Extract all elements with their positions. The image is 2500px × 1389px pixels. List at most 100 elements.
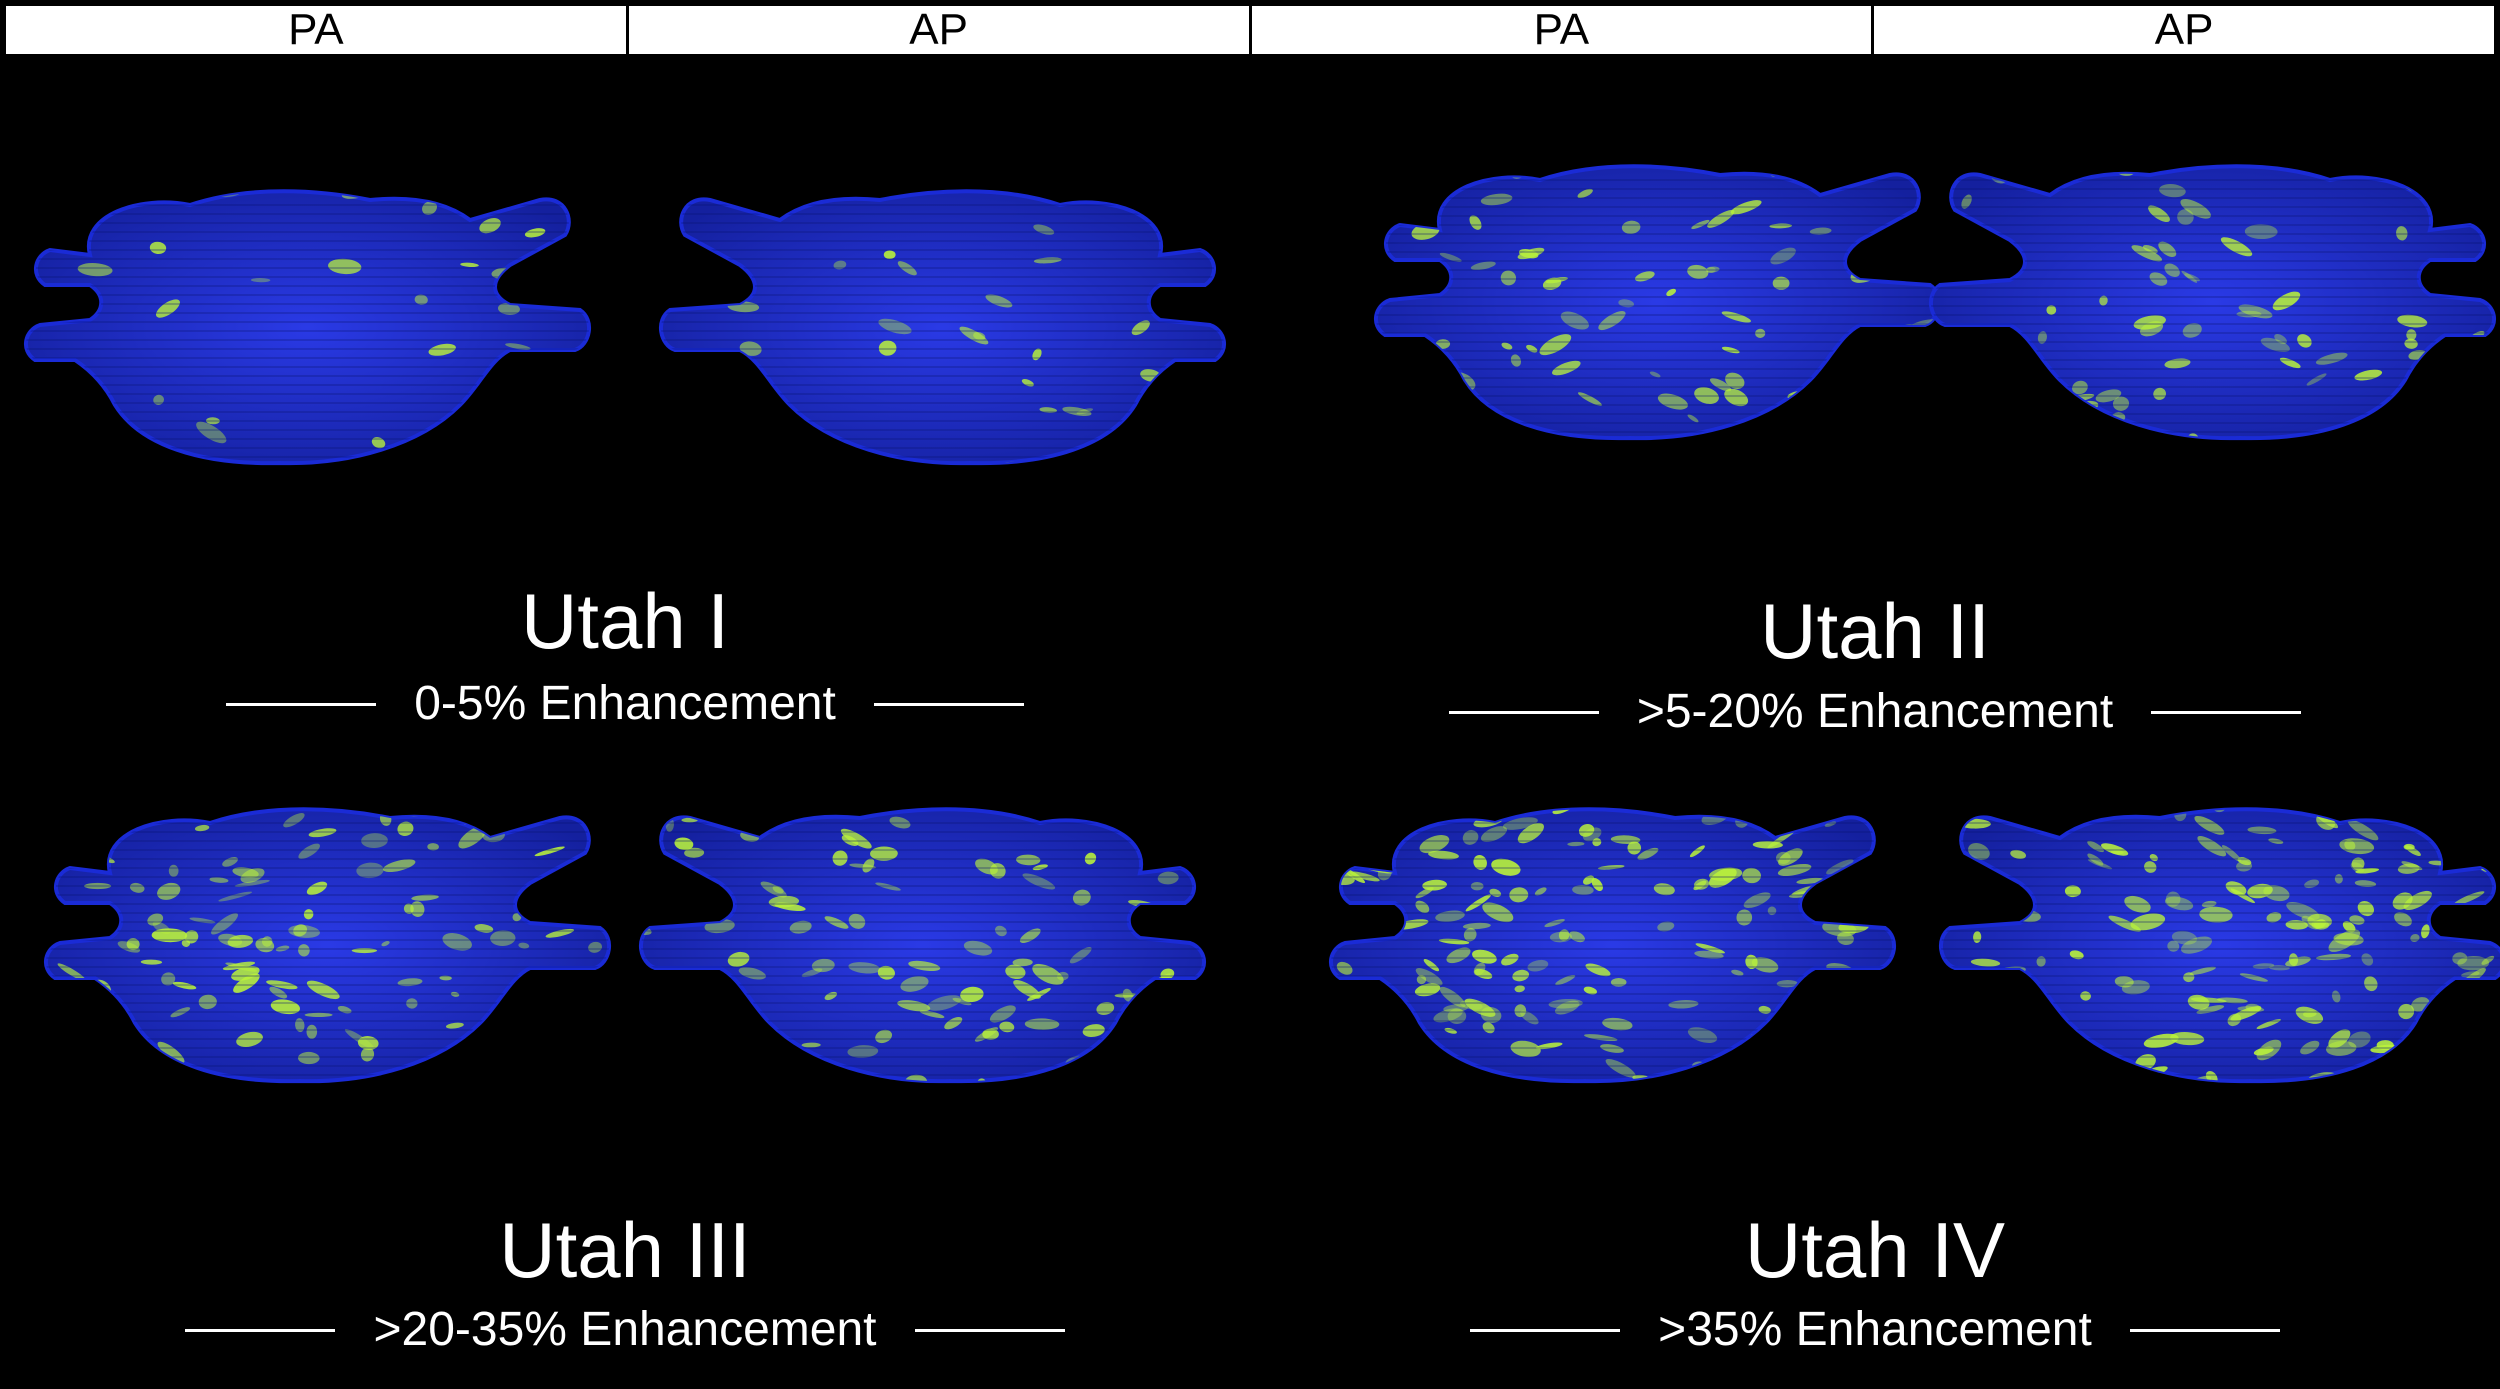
enhancement-spot [427, 843, 439, 851]
enhancement-spot [397, 821, 414, 837]
enhancement-spot [1689, 115, 1710, 135]
atrium-ap-view [639, 755, 1206, 1131]
enhancement-spot [1862, 731, 1894, 748]
enhancement-spot [2082, 723, 2108, 743]
enhancement-spot [1403, 187, 1430, 203]
enhancement-spot [2091, 547, 2129, 572]
enhancement-spot [2269, 965, 2290, 971]
enhancement-spot [1657, 921, 1675, 932]
enhancement-spot [2333, 809, 2361, 815]
enhancement-spot [2187, 994, 2210, 1010]
enhancement-spot [2114, 1101, 2132, 1118]
enhancement-spot [232, 867, 259, 878]
enhancement-spot [152, 921, 171, 934]
panel-utah-1: Utah I 0-5% Enhancement [0, 60, 1250, 728]
enhancement-spot [1721, 1171, 1754, 1194]
enhancement-spot [1578, 824, 1595, 837]
enhancement-spot [2073, 1146, 2110, 1169]
enhancement-spot [791, 1120, 809, 1131]
enhancement-spot [153, 394, 165, 405]
enhancement-spot [1751, 957, 1779, 973]
right-rule [2151, 710, 2302, 714]
enhancement-spot [1577, 188, 1593, 199]
grade-title: Utah II [1760, 587, 1990, 675]
enhancement-spot [172, 981, 197, 990]
enhancement-spot [1039, 407, 1057, 413]
enhancement-spot [518, 789, 532, 800]
enhancement-spot [1461, 494, 1489, 518]
enhancement-spot [1298, 420, 1322, 439]
enhancement-spot [1736, 909, 1753, 926]
atrium-body [659, 189, 1226, 466]
enhancement-spot [1689, 845, 1705, 858]
enhancement-spot [2213, 766, 2230, 782]
enhancement-spot [2482, 1033, 2500, 1048]
enhancement-spot [2149, 272, 2168, 286]
enhancement-spot [2279, 357, 2301, 369]
enhancement-spot [2181, 270, 2198, 283]
enhancement-spot [2041, 388, 2054, 398]
enhancement-spot [406, 998, 418, 1009]
enhancement-spot [293, 924, 308, 937]
enhancement-spot [2412, 1038, 2434, 1047]
enhancement-spot [1081, 755, 1094, 766]
enhancement-spot [1465, 894, 1491, 912]
enhancement-spot [157, 1041, 185, 1064]
enhancement-spot [1501, 342, 1513, 350]
enhancement-spot [2108, 915, 2141, 932]
enhancement-spot [209, 877, 229, 883]
enhancement-spot [1455, 1088, 1483, 1105]
enhancement-spot [2176, 141, 2203, 162]
enhancement-spot [1907, 241, 1923, 257]
enhancement-spot [568, 723, 597, 732]
enhancement-spot [1598, 311, 1626, 331]
enhancement-spot [337, 1005, 352, 1014]
enhancement-spot [2143, 1033, 2179, 1048]
enhancement-spot [2401, 861, 2423, 871]
enhancement-spot [2441, 1147, 2457, 1162]
enhancement-spot [1534, 887, 1547, 896]
enhancement-spot [2075, 723, 2098, 733]
enhancement-spot [1633, 723, 1665, 745]
enhancement-spot [1134, 1019, 1149, 1033]
enhancement-spot [2315, 352, 2348, 365]
enhancement-spot [1502, 817, 1538, 830]
enhancement-spot [2459, 268, 2468, 277]
enhancement-spot [602, 865, 610, 881]
enhancement-spot [411, 894, 439, 901]
enhancement-spot [848, 962, 881, 974]
enhancement-spot [1418, 766, 1433, 782]
enhancement-spot [1114, 992, 1138, 998]
enhancement-spot [2274, 65, 2304, 88]
enhancement-spot [1414, 983, 1441, 997]
enhancement-spot [2171, 109, 2180, 115]
enhancement-spot [883, 250, 896, 259]
enhancement-spot [102, 430, 136, 449]
enhancement-spot [999, 1021, 1015, 1033]
enhancement-spot [1083, 1110, 1099, 1119]
enhancement-spot [1536, 1144, 1562, 1166]
enhancement-spot [283, 813, 305, 828]
enhancement-spot [1551, 769, 1581, 788]
enhancement-spot [1472, 949, 1497, 964]
enhancement-spot [2428, 1140, 2453, 1162]
enhancement-spot [1600, 1044, 1624, 1053]
enhancement-spot [84, 999, 105, 1013]
enhancement-spot [288, 752, 322, 769]
enhancement-spot [875, 1029, 893, 1044]
enhancement-spot [726, 1048, 753, 1060]
enhancement-spot [1217, 294, 1225, 310]
enhancement-spot [497, 302, 520, 315]
enhancement-spot [2037, 331, 2047, 344]
enhancement-spot [2350, 862, 2365, 873]
enhancement-spot [1416, 974, 1427, 985]
enhancement-spot [2171, 930, 2198, 945]
enhancement-spot [524, 228, 546, 238]
enhancement-spot [935, 756, 967, 777]
enhancement-spot [1585, 963, 1611, 977]
enhancement-spot [236, 148, 271, 169]
enhancement-spot [2470, 190, 2488, 207]
enhancement-spot [2190, 723, 2210, 725]
enhancement-spot [2112, 396, 2130, 411]
atrium-body [1929, 164, 2496, 441]
